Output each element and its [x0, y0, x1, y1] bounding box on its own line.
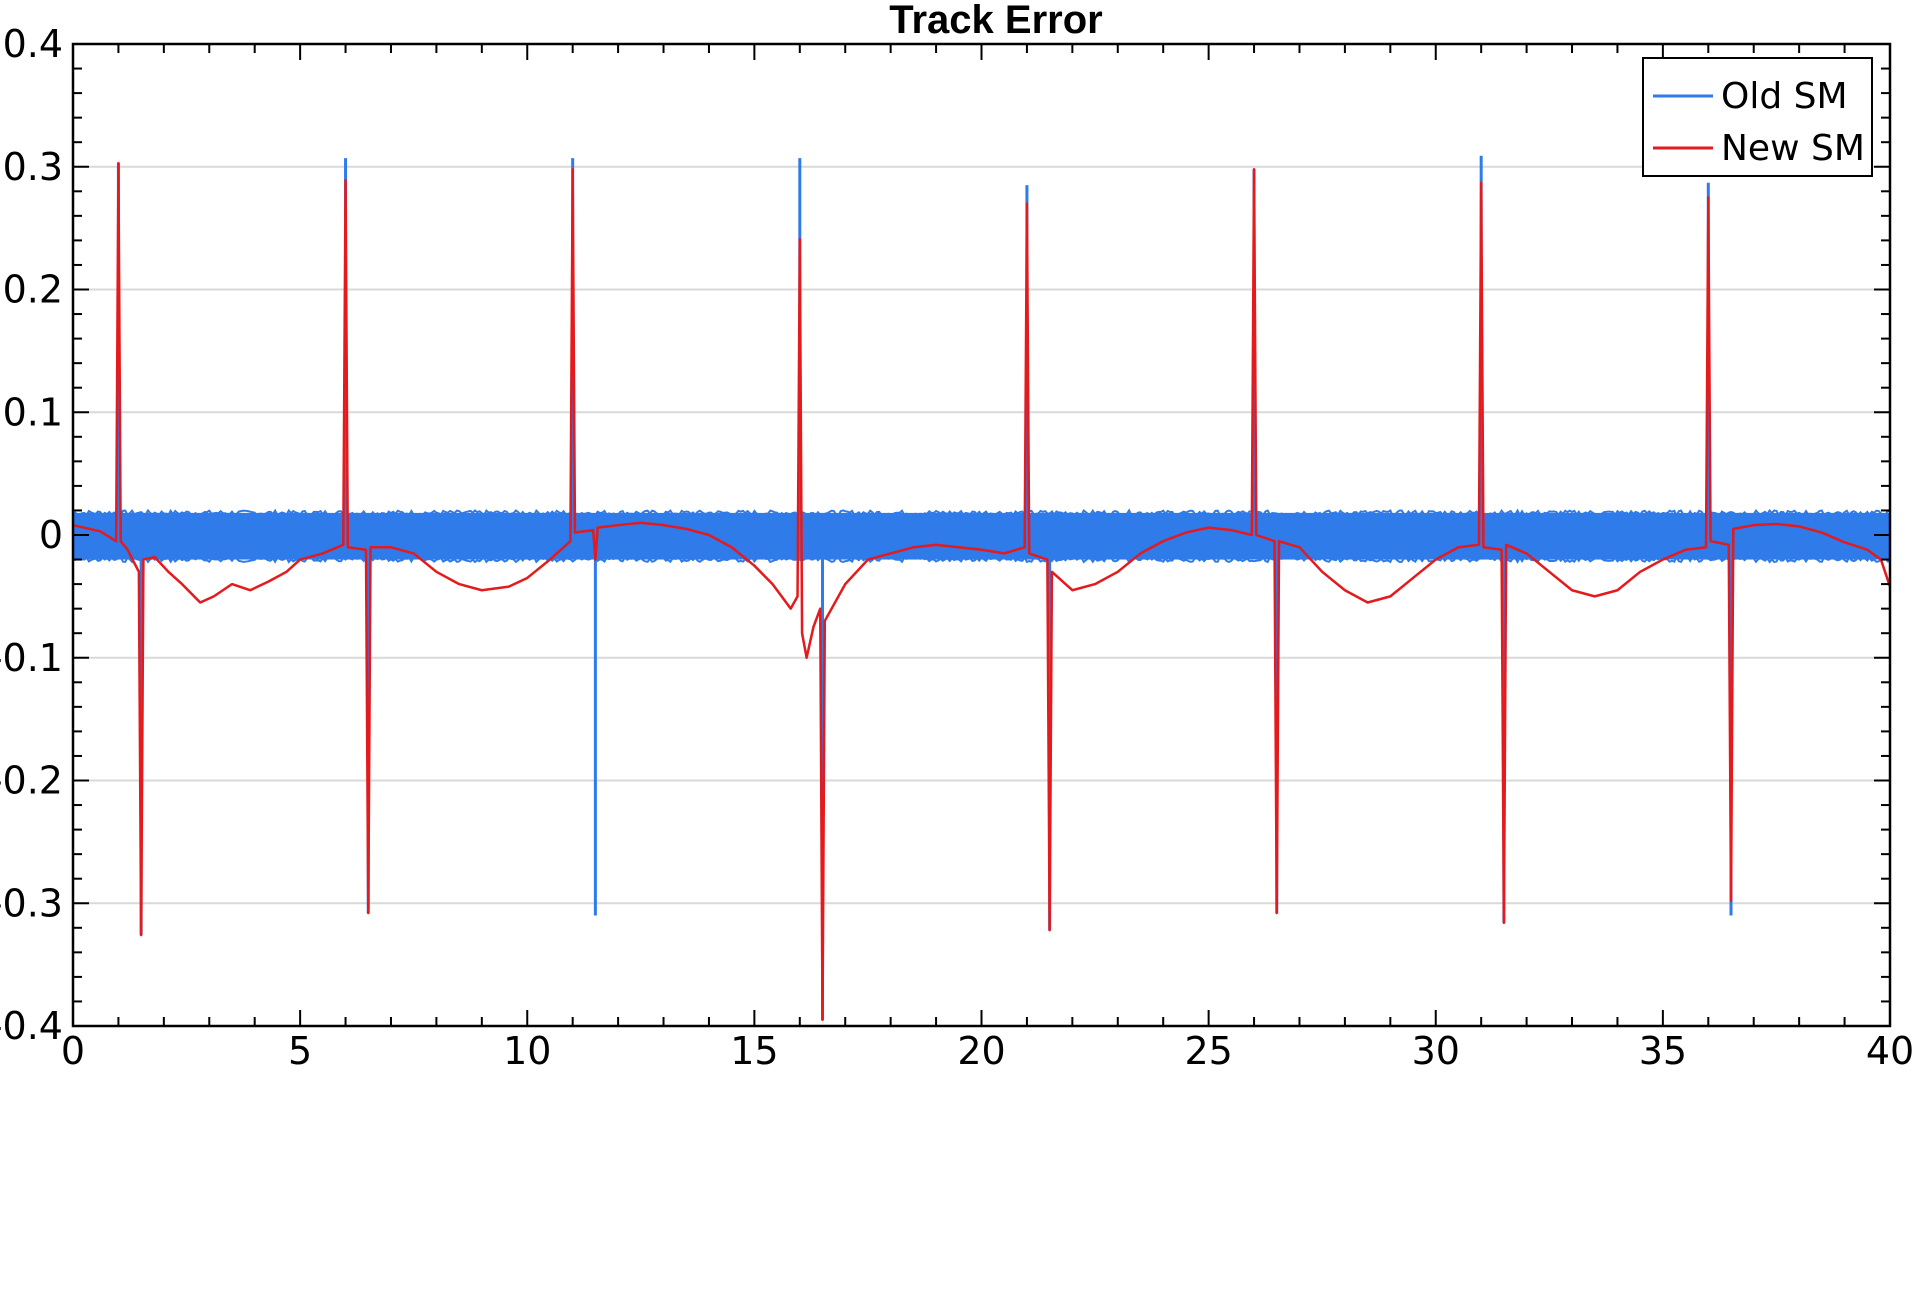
- old-sm-oscillation-band: [73, 512, 1890, 560]
- x-tick-label-4: 20: [957, 1029, 1005, 1073]
- legend-label-1: New SM: [1721, 128, 1865, 169]
- new-sm-line: [72, 161, 1892, 1022]
- x-tick-label-1: 5: [288, 1029, 312, 1073]
- y-tick-label-0: 0.4: [3, 22, 63, 66]
- x-tick-label-2: 10: [503, 1029, 551, 1073]
- y-tick-label-4: 0: [39, 513, 63, 557]
- x-tick-label-6: 30: [1412, 1029, 1460, 1073]
- x-tick-label-3: 15: [730, 1029, 778, 1073]
- x-tick-label-7: 35: [1639, 1029, 1687, 1073]
- y-tick-label-6: -0.2: [0, 759, 63, 803]
- series-layer: [72, 155, 1892, 1022]
- y-tick-label-1: 0.3: [3, 145, 63, 189]
- legend-label-0: Old SM: [1721, 76, 1848, 117]
- x-tick-label-0: 0: [61, 1029, 85, 1073]
- chart-title: Track Error: [889, 0, 1102, 42]
- x-tick-label-8: 40: [1866, 1029, 1914, 1073]
- old-sm-band-layer: [72, 508, 1891, 565]
- y-tick-label-3: 0.1: [3, 390, 63, 434]
- y-tick-label-5: -0.1: [0, 636, 63, 680]
- x-tick-label-5: 25: [1184, 1029, 1232, 1073]
- old-sm-band-top-edge: [72, 508, 1891, 518]
- legend-box: [1642, 57, 1873, 177]
- legend: Old SM New SM: [1642, 57, 1873, 177]
- y-tick-label-8: -0.4: [0, 1004, 63, 1048]
- tick-label-layer: 0 5 10 15 20 25 30 35 40 0.4 0.3 0.2 0.1 0 -0.1 -0.2 -0.…: [0, 22, 1914, 1073]
- y-tick-label-2: 0.2: [3, 268, 63, 312]
- axes-layer: [71, 42, 1892, 1028]
- y-tick-label-7: -0.3: [0, 881, 63, 925]
- old-sm-band-bottom-edge: [72, 555, 1891, 565]
